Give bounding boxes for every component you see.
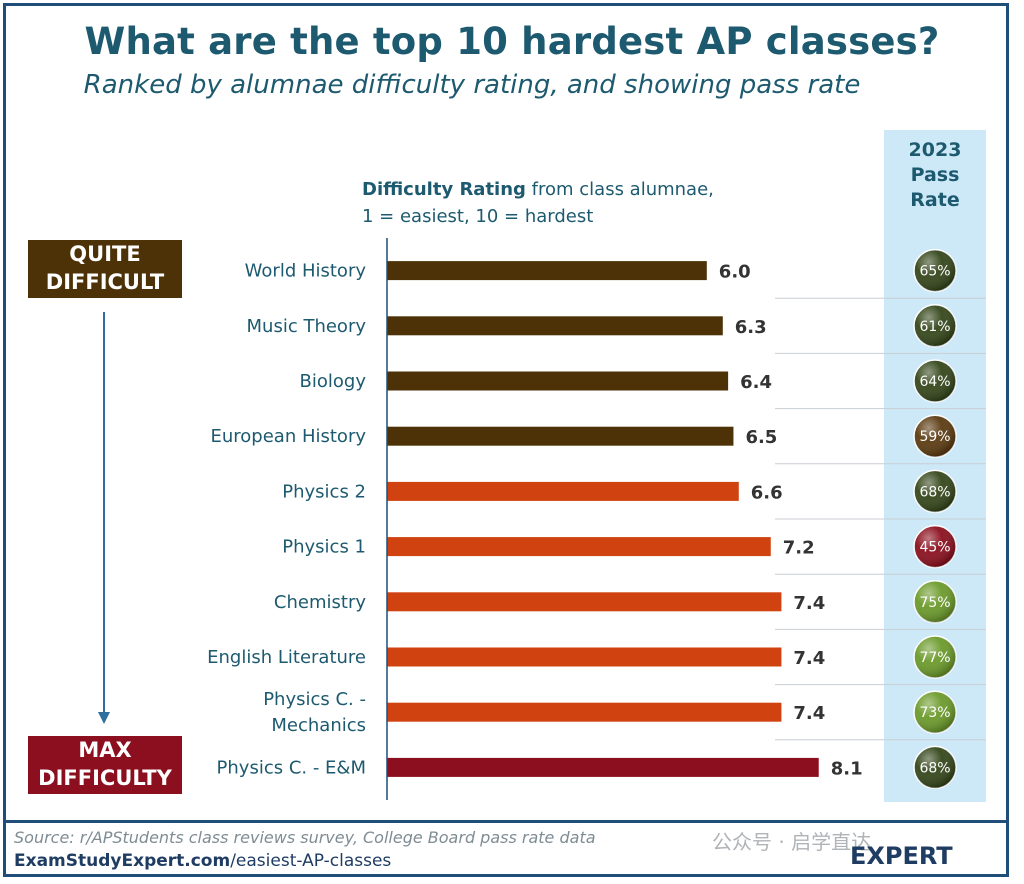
source-note: Source: r/APStudents class reviews surve… (14, 828, 596, 847)
pass-rate-label: 73% (919, 705, 950, 721)
difficulty-bar (387, 371, 729, 391)
brand-logo: EXPERT (850, 842, 953, 870)
source-url-domain: ExamStudyExpert.com (14, 851, 231, 871)
category-label: Physics 1 (282, 537, 366, 558)
difficulty-bar (387, 316, 723, 336)
category-label: Physics 2 (282, 481, 366, 502)
max-difficulty-tag: MAX DIFFICULTY (28, 736, 182, 794)
bar-value-label: 7.4 (793, 593, 825, 614)
pass-rate-circle-shine (914, 249, 956, 292)
chart-title: What are the top 10 hardest AP classes? (84, 20, 940, 63)
pass-rate-label: 75% (919, 595, 950, 611)
footer-divider (3, 820, 1009, 823)
pass-rate-label: 45% (919, 540, 950, 556)
difficulty-bar (387, 537, 771, 557)
difficulty-bar (387, 647, 782, 667)
chart-subtitle: Ranked by alumnae difficulty rating, and… (83, 70, 861, 100)
pass-rate-circle-shine (914, 470, 956, 513)
bar-value-label: 6.3 (735, 317, 767, 338)
category-label: Physics C. - (263, 689, 366, 710)
quite-difficult-line2: DIFFICULT (45, 270, 165, 294)
difficulty-bar (387, 757, 819, 777)
pass-rate-circle-shine (914, 636, 956, 678)
bar-value-label: 7.2 (783, 538, 815, 559)
pass-rate-label: 65% (919, 264, 950, 280)
category-label: Music Theory (247, 316, 367, 337)
category-label: World History (245, 261, 367, 282)
pass-rate-header-rate: Rate (910, 189, 960, 211)
category-label: Biology (300, 371, 367, 392)
pass-rate-label: 68% (919, 760, 950, 776)
category-label: English Literature (207, 647, 366, 668)
difficulty-arrow-head (98, 712, 110, 724)
bar-value-label: 6.5 (745, 427, 777, 448)
pass-rate-label: 77% (919, 650, 950, 666)
pass-rate-circle-shine (914, 746, 956, 789)
category-label: European History (211, 426, 367, 447)
quite-difficult-tag: QUITE DIFFICULT (28, 240, 182, 298)
pass-rate-column (884, 130, 986, 802)
bar-value-label: 7.4 (793, 703, 825, 724)
difficulty-bar (387, 261, 707, 281)
difficulty-bar (387, 592, 782, 612)
chart-frame (3, 3, 1009, 877)
pass-rate-circle-shine (914, 691, 956, 734)
axis-note-bold: Difficulty Rating (362, 179, 526, 200)
category-label: Physics C. - E&M (217, 757, 366, 778)
bar-value-label: 8.1 (831, 758, 863, 779)
bar-value-label: 6.4 (740, 372, 772, 393)
pass-rate-circle-shine (914, 580, 956, 623)
source-url[interactable]: ExamStudyExpert.com/easiest-AP-classes (14, 851, 391, 871)
max-difficulty-line2: DIFFICULTY (38, 766, 172, 790)
quite-difficult-line1: QUITE (69, 242, 141, 266)
axis-note-rest: from class alumnae, (525, 179, 714, 200)
category-label: Chemistry (274, 592, 366, 613)
pass-rate-circle-shine (914, 360, 956, 402)
pass-rate-label: 64% (919, 374, 950, 390)
pass-rate-circle-shine (914, 304, 956, 347)
difficulty-bar (387, 702, 782, 722)
difficulty-bar (387, 481, 739, 501)
pass-rate-label: 61% (919, 319, 950, 335)
pass-rate-header-year: 2023 (908, 139, 962, 161)
bar-value-label: 6.0 (719, 262, 751, 283)
max-difficulty-line1: MAX (78, 738, 132, 762)
bar-value-label: 6.6 (751, 482, 783, 503)
pass-rate-label: 68% (919, 484, 950, 500)
watermark-text: 公众号 · 启学直达 (712, 830, 872, 854)
bar-value-label: 7.4 (793, 648, 825, 669)
difficulty-bar (387, 426, 734, 446)
axis-note: Difficulty Rating from class alumnae, 1 … (362, 176, 714, 230)
axis-note-line2: 1 = easiest, 10 = hardest (362, 206, 594, 227)
pass-rate-header: 2023 Pass Rate (884, 138, 986, 213)
category-label: Mechanics (271, 715, 366, 736)
source-url-path: /easiest-AP-classes (230, 851, 392, 871)
pass-rate-header-pass: Pass (910, 164, 960, 186)
pass-rate-circle-shine (914, 525, 956, 568)
pass-rate-label: 59% (919, 429, 950, 445)
pass-rate-circle-shine (914, 415, 956, 458)
